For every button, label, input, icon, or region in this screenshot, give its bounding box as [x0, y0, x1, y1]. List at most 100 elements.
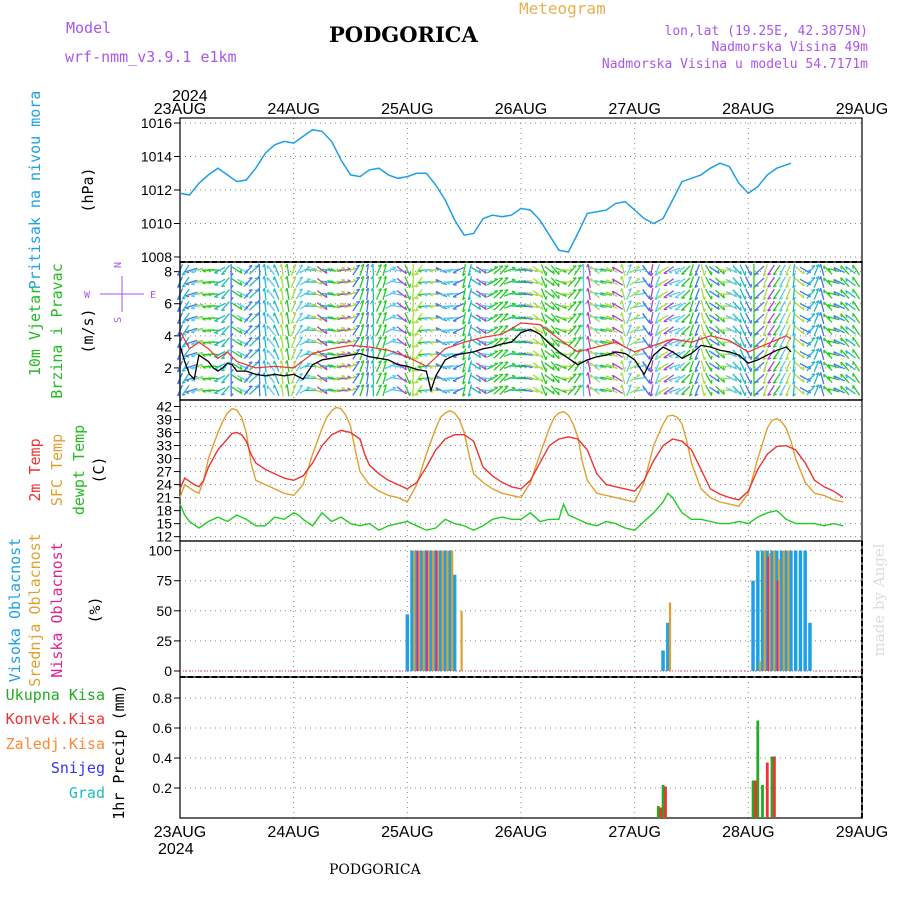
wind-arrow	[827, 352, 840, 357]
wind-arrow	[404, 288, 411, 300]
wind-arrow-head	[755, 272, 759, 275]
wind-arrow-head	[392, 338, 396, 341]
wind-arrow	[248, 277, 259, 287]
wind-arrow-head	[827, 316, 831, 320]
wind-arrow-head	[744, 271, 747, 276]
wind-arrow	[338, 389, 351, 392]
wind-arrow	[375, 360, 382, 373]
wind-arrow-head	[833, 339, 837, 344]
wind-arrow-head	[654, 357, 659, 361]
wind-arrow-head	[272, 348, 275, 353]
wind-arrow	[181, 360, 190, 372]
wind-arrow-head	[792, 296, 796, 301]
wind-arrow	[446, 268, 459, 272]
wind-arrow-head	[689, 381, 693, 385]
wind-arrow	[248, 373, 259, 383]
wind-arrow	[621, 372, 626, 385]
wind-arrow-head	[292, 275, 297, 279]
wind-arrow-head	[845, 314, 848, 319]
wind-arrow-head	[722, 354, 726, 359]
wind-arrow-head	[750, 392, 753, 396]
wind-arrow-head	[654, 333, 659, 337]
wind-arrow	[587, 300, 591, 313]
wind-arrow-head	[292, 287, 297, 292]
cloud-bar	[758, 661, 762, 671]
wind-arrow-head	[418, 330, 422, 333]
wind-arrow-head	[191, 295, 195, 298]
wind-arrow	[470, 278, 481, 286]
wind-arrow-head	[484, 318, 487, 322]
wind-arrow-head	[341, 350, 346, 354]
wind-arrow	[295, 288, 304, 300]
wind-arrow-head	[811, 288, 816, 292]
cloud-bar	[443, 550, 447, 671]
wind-arrow	[792, 360, 796, 373]
wind-arrow-head	[285, 311, 288, 316]
wind-arrow	[475, 350, 487, 359]
wind-arrow	[273, 312, 280, 324]
wind-arrow-head	[191, 355, 195, 358]
wind-arrow-head	[404, 282, 408, 286]
wind-arrow-head	[827, 328, 831, 332]
wind-arrow-head	[412, 309, 416, 313]
wind-arrow-head	[248, 349, 253, 352]
wind-arrow	[263, 276, 267, 289]
wind-arrow	[470, 290, 481, 298]
wind-arrow-head	[484, 354, 487, 358]
wind-arrow	[694, 384, 701, 397]
wind-arrow-head	[717, 378, 720, 382]
wind-arrow	[772, 361, 781, 372]
wind-arrow-head	[347, 303, 352, 307]
wind-arrow	[700, 372, 706, 385]
wind-arrow	[792, 312, 796, 325]
wind-arrow-head	[435, 279, 439, 283]
wind-arrow	[286, 336, 290, 349]
wind-arrow-head	[182, 273, 186, 276]
wind-arrow-head	[392, 386, 396, 389]
precip-bar	[751, 780, 755, 818]
wind-arrow-head	[462, 381, 466, 385]
wind-arrow	[612, 362, 624, 370]
wind-arrow-head	[611, 290, 615, 295]
wind-arrow	[221, 373, 230, 384]
wind-arrow	[366, 384, 370, 397]
wind-arrow	[452, 266, 465, 274]
cloud-bar	[419, 550, 424, 671]
wind-arrow-head	[811, 349, 816, 352]
wind-arrow	[629, 338, 641, 346]
wind-arrow-head	[504, 277, 509, 280]
wind-arrow	[754, 265, 765, 275]
wind-arrow	[181, 385, 190, 396]
precip-bar	[770, 756, 774, 818]
wind-arrow	[634, 304, 647, 308]
wind-arrow-head	[256, 263, 260, 268]
wind-arrow-head	[415, 345, 419, 348]
wind-arrow	[745, 288, 752, 300]
wind-arrow-head	[319, 353, 323, 357]
wind-arrow	[560, 389, 573, 392]
wind-arrow-head	[429, 281, 434, 285]
wind-arrow	[560, 377, 573, 380]
wind-arrow	[833, 315, 845, 322]
wind-arrow-head	[815, 263, 820, 267]
wind-arrow-head	[347, 279, 352, 282]
precip-legend-item: Snijeg	[51, 759, 105, 777]
wind-arrow-head	[429, 329, 434, 333]
wind-axis-title: 10m Vjetar	[26, 286, 44, 376]
wind-arrow-head	[325, 378, 328, 383]
wind-arrow-head	[802, 330, 805, 335]
wind-arrow-head	[779, 333, 783, 337]
wind-arrow-head	[230, 393, 234, 397]
wind-arrow	[813, 372, 820, 385]
wind-arrow	[404, 312, 411, 324]
wind-arrow-head	[694, 333, 699, 337]
wind-arrow-head	[415, 273, 419, 276]
wind-arrow	[499, 277, 509, 287]
wind-arrow-head	[239, 269, 243, 274]
wind-arrow	[389, 352, 403, 356]
wind-arrow	[462, 312, 467, 325]
wind-arrow	[540, 276, 547, 288]
wind-arrow-head	[689, 357, 693, 361]
wind-arrow-head	[356, 312, 360, 316]
wind-arrow	[316, 362, 328, 371]
